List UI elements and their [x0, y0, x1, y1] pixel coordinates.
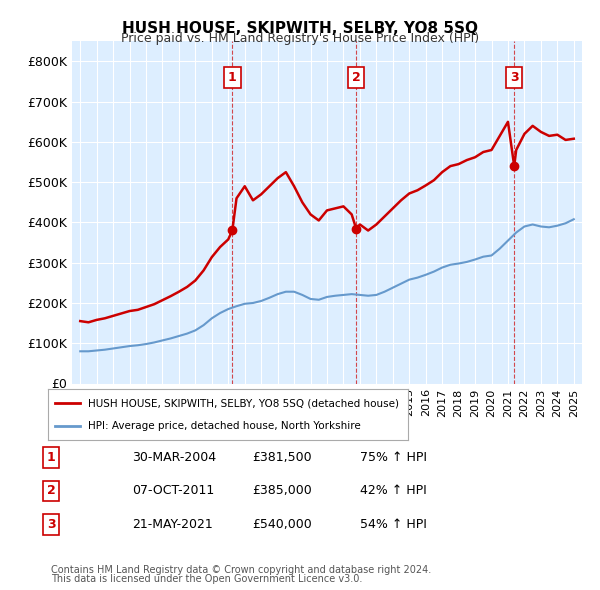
Text: 07-OCT-2011: 07-OCT-2011: [132, 484, 214, 497]
Text: 1: 1: [228, 71, 237, 84]
Text: 21-MAY-2021: 21-MAY-2021: [132, 518, 213, 531]
Text: 3: 3: [47, 518, 55, 531]
Text: £381,500: £381,500: [252, 451, 311, 464]
Text: HUSH HOUSE, SKIPWITH, SELBY, YO8 5SQ (detached house): HUSH HOUSE, SKIPWITH, SELBY, YO8 5SQ (de…: [88, 398, 398, 408]
Text: This data is licensed under the Open Government Licence v3.0.: This data is licensed under the Open Gov…: [51, 574, 362, 584]
Text: Contains HM Land Registry data © Crown copyright and database right 2024.: Contains HM Land Registry data © Crown c…: [51, 565, 431, 575]
Text: 1: 1: [47, 451, 55, 464]
Text: 30-MAR-2004: 30-MAR-2004: [132, 451, 216, 464]
Text: 3: 3: [510, 71, 518, 84]
Text: £540,000: £540,000: [252, 518, 312, 531]
Text: Price paid vs. HM Land Registry's House Price Index (HPI): Price paid vs. HM Land Registry's House …: [121, 32, 479, 45]
Text: 42% ↑ HPI: 42% ↑ HPI: [360, 484, 427, 497]
Text: £385,000: £385,000: [252, 484, 312, 497]
Text: 54% ↑ HPI: 54% ↑ HPI: [360, 518, 427, 531]
Text: HPI: Average price, detached house, North Yorkshire: HPI: Average price, detached house, Nort…: [88, 421, 361, 431]
Text: 75% ↑ HPI: 75% ↑ HPI: [360, 451, 427, 464]
Text: 2: 2: [352, 71, 361, 84]
Text: 2: 2: [47, 484, 55, 497]
Text: HUSH HOUSE, SKIPWITH, SELBY, YO8 5SQ: HUSH HOUSE, SKIPWITH, SELBY, YO8 5SQ: [122, 21, 478, 35]
